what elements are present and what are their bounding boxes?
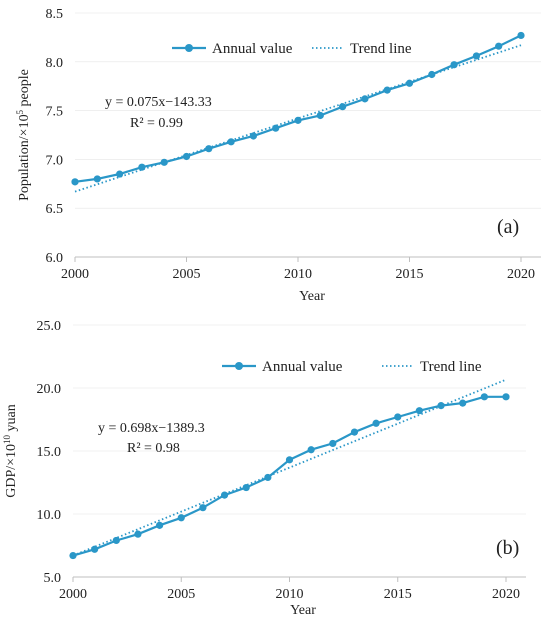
legend-series-label: Annual value	[212, 41, 293, 57]
data-point	[249, 132, 257, 140]
legend-trend-label: Trend line	[420, 359, 482, 375]
y-tick-label: 20.0	[37, 382, 62, 397]
y-tick-label: 6.5	[46, 202, 64, 217]
data-point	[182, 152, 191, 161]
x-tick-label: 2005	[173, 267, 201, 282]
data-point	[372, 419, 380, 427]
x-tick-label: 2005	[167, 587, 195, 602]
data-point	[242, 483, 250, 492]
r-squared: R² = 0.99	[130, 116, 183, 131]
trend-equation: y = 0.075x−143.33	[105, 95, 212, 110]
data-point	[93, 175, 101, 183]
data-point	[472, 52, 480, 60]
x-axis-title: Year	[299, 289, 325, 304]
data-point	[272, 124, 280, 132]
legend-series-label: Annual value	[262, 359, 343, 375]
data-point	[138, 163, 146, 171]
data-point	[329, 439, 337, 448]
data-point	[294, 116, 302, 124]
x-tick-label: 2015	[384, 587, 412, 602]
data-point	[316, 111, 324, 120]
data-point	[307, 446, 315, 454]
data-point	[450, 61, 458, 69]
y-axis-title-main: GDP/×10	[4, 444, 19, 498]
y-tick-label: 15.0	[37, 445, 62, 460]
y-tick-label: 7.5	[46, 105, 64, 120]
y-axis-title: GDP/×1010 yuan	[2, 404, 19, 498]
y-tick-label: 8.5	[46, 7, 64, 22]
data-point	[116, 170, 124, 178]
trend-equation: y = 0.698x−1389.3	[98, 421, 205, 436]
chart-panel-a: 6.06.57.07.58.08.5 2000 2005 2010 2015 2020 …	[15, 7, 541, 304]
x-axis-title: Year	[290, 603, 316, 618]
data-point	[428, 70, 436, 79]
data-point	[383, 86, 391, 94]
data-point	[91, 545, 99, 553]
trend-line	[72, 378, 507, 557]
y-axis-title-tail: people	[17, 69, 32, 110]
data-point	[220, 491, 229, 499]
legend: Annual value Trend line	[222, 359, 482, 375]
y-axis-title: Population/×105 people	[15, 69, 32, 201]
x-tick-label: 2000	[61, 267, 89, 282]
x-tick-label: 2000	[59, 587, 87, 602]
data-point	[394, 413, 402, 421]
y-axis-title-tail: yuan	[4, 404, 19, 435]
y-tick-label: 5.0	[44, 571, 62, 586]
data-point	[156, 521, 164, 529]
chart-panel-b: 5.0 10.0 15.0 20.0 25.0 2000 2005 2010 2015 2020…	[2, 319, 526, 618]
data-point	[437, 402, 445, 410]
data-point	[350, 428, 359, 436]
data-point	[361, 95, 369, 103]
y-tick-label: 10.0	[37, 508, 62, 523]
data-point	[517, 31, 525, 40]
data-point	[227, 138, 235, 146]
y-tick-label: 7.0	[46, 153, 64, 168]
data-point	[199, 504, 207, 512]
x-tick-label: 2020	[507, 267, 535, 282]
panel-label: (a)	[497, 216, 519, 238]
data-point	[405, 79, 414, 87]
data-point	[177, 514, 185, 522]
y-tick-label: 8.0	[46, 56, 64, 71]
x-tick-label: 2010	[284, 267, 312, 282]
x-tick-label: 2010	[276, 587, 304, 602]
data-point	[205, 145, 213, 153]
x-tick-label: 2015	[396, 267, 424, 282]
data-point	[459, 399, 467, 407]
data-point	[71, 178, 79, 186]
data-point	[502, 393, 510, 401]
data-point	[69, 551, 77, 560]
data-point	[415, 407, 423, 415]
data-point	[339, 103, 347, 111]
legend: Annual value Trend line	[172, 41, 412, 57]
data-point	[134, 530, 142, 538]
x-tick-label: 2020	[492, 587, 520, 602]
data-point	[495, 42, 503, 50]
y-axis-title-main: Population/×10	[17, 114, 32, 200]
legend-trend-label: Trend line	[350, 41, 412, 57]
y-tick-label: 6.0	[46, 251, 64, 266]
data-point	[480, 393, 488, 401]
data-point	[285, 456, 294, 464]
data-point	[112, 536, 120, 545]
y-tick-label: 25.0	[37, 319, 62, 334]
legend-series-marker	[235, 362, 243, 370]
y-axis-title-sup: 10	[2, 434, 12, 444]
r-squared: R² = 0.98	[127, 441, 180, 456]
data-point	[160, 158, 168, 166]
data-point	[264, 473, 272, 482]
panel-label: (b)	[496, 537, 519, 559]
legend-series-marker	[185, 44, 193, 52]
y-axis-title-sup: 5	[15, 109, 25, 114]
